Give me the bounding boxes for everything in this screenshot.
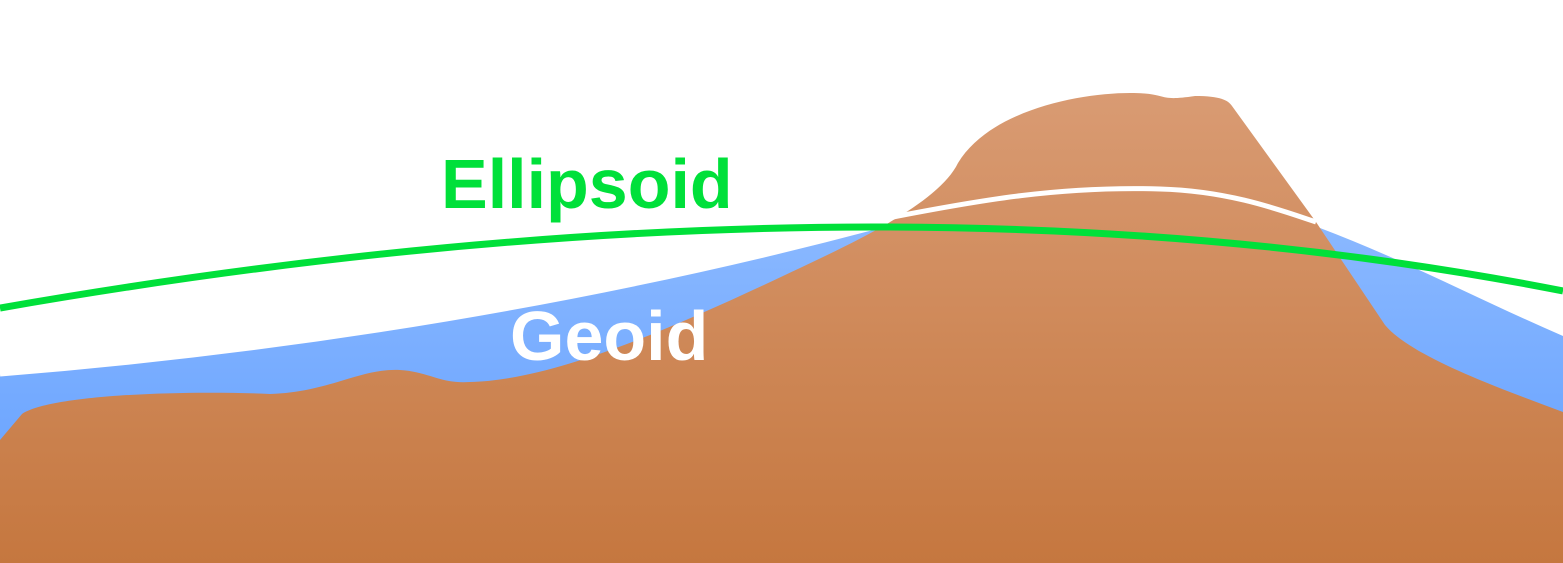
ellipsoid-line bbox=[0, 223, 1563, 312]
ellipsoid-label: Ellipsoid bbox=[441, 145, 733, 223]
geoid-line-mountain bbox=[887, 186, 1317, 225]
geoid-line bbox=[0, 224, 876, 377]
geoid-label: Geoid bbox=[510, 297, 708, 375]
terrain bbox=[0, 93, 1563, 563]
